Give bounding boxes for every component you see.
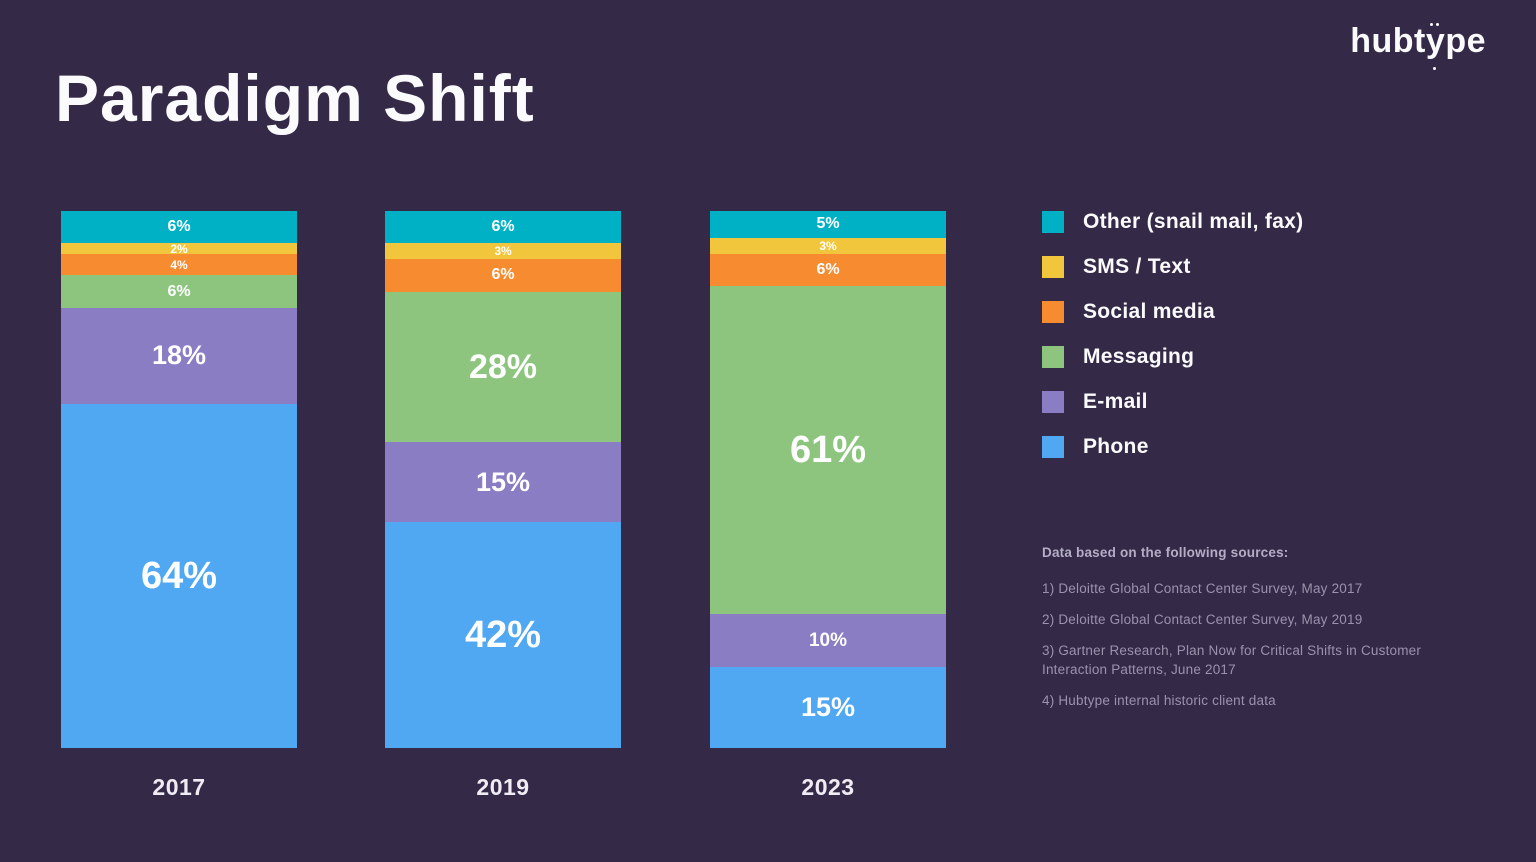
legend-item-phone: Phone: [1042, 435, 1303, 459]
x-axis-label-2019: 2019: [476, 774, 530, 800]
sources-block: Data based on the following sources: 1) …: [1042, 545, 1442, 723]
legend-label: E-mail: [1083, 390, 1148, 413]
legend-item-other-snail-mail-fax: Other (snail mail, fax): [1042, 210, 1303, 234]
segment-other-snail-mail-fax-2017: 6%: [61, 211, 297, 244]
segment-e-mail-2019: 15%: [385, 441, 621, 523]
legend-label: SMS / Text: [1083, 255, 1191, 278]
legend-swatch: [1042, 346, 1064, 368]
segment-value-label: 18%: [151, 340, 207, 371]
segment-phone-2019: 42%: [385, 522, 621, 748]
sources-list: 1) Deloitte Global Contact Center Survey…: [1042, 580, 1442, 710]
segment-value-label: 3%: [494, 244, 512, 259]
segment-sms-text-2019: 3%: [385, 243, 621, 260]
segment-messaging-2023: 61%: [710, 286, 946, 614]
chart-legend: Other (snail mail, fax) SMS / Text Social …: [1042, 210, 1303, 480]
segment-value-label: 3%: [819, 238, 837, 253]
segment-value-label: 42%: [464, 614, 542, 657]
segment-value-label: 28%: [468, 347, 538, 386]
segment-sms-text-2023: 3%: [710, 237, 946, 254]
bar-2019: 6% 3% 6% 28% 15% 42%: [385, 211, 621, 748]
segment-value-label: 6%: [816, 261, 840, 279]
x-axis-label-2023: 2023: [801, 774, 855, 800]
legend-swatch: [1042, 391, 1064, 413]
legend-item-e-mail: E-mail: [1042, 390, 1303, 414]
sources-heading: Data based on the following sources:: [1042, 545, 1289, 560]
legend-item-social-media: Social media: [1042, 300, 1303, 324]
segment-value-label: 6%: [491, 266, 515, 284]
legend-swatch: [1042, 436, 1064, 458]
segment-social-media-2017: 4%: [61, 253, 297, 276]
segment-phone-2017: 64%: [61, 404, 297, 748]
stacked-bar-chart: 6% 2% 4% 6% 18% 64% 2017 6% 3% 6% 28% 15% 42% 2019 5% 3…: [61, 211, 946, 800]
legend-item-messaging: Messaging: [1042, 345, 1303, 369]
segment-value-label: 6%: [167, 218, 191, 236]
bar-2023: 5% 3% 6% 61% 10% 15%: [710, 211, 946, 748]
legend-swatch: [1042, 301, 1064, 323]
segment-other-snail-mail-fax-2019: 6%: [385, 211, 621, 244]
legend-label: Social media: [1083, 300, 1215, 323]
source-item: 1) Deloitte Global Contact Center Survey…: [1042, 581, 1363, 596]
segment-value-label: 2%: [170, 241, 188, 256]
source-item: 2) Deloitte Global Contact Center Survey…: [1042, 612, 1363, 628]
segment-social-media-2023: 6%: [710, 253, 946, 287]
source-item: 4) Hubtype internal historic client data: [1042, 692, 1276, 708]
segment-value-label: 15%: [800, 692, 856, 723]
segment-value-label: 64%: [140, 555, 218, 598]
source-item: 3) Gartner Research, Plan Now for Critic…: [1042, 643, 1422, 677]
segment-messaging-2019: 28%: [385, 291, 621, 442]
segment-value-label: 6%: [167, 282, 191, 300]
logo-text-part3: pe: [1445, 22, 1486, 60]
segment-value-label: 6%: [491, 218, 515, 236]
x-axis-label-2017: 2017: [152, 774, 206, 800]
logo-dotted-y: y: [1425, 22, 1446, 70]
legend-label: Other (snail mail, fax): [1083, 210, 1304, 233]
segment-e-mail-2023: 10%: [710, 613, 946, 668]
logo-text-part1: hubt: [1350, 22, 1426, 60]
legend-item-sms-text: SMS / Text: [1042, 255, 1303, 279]
segment-phone-2023: 15%: [710, 667, 946, 748]
segment-value-label: 5%: [816, 215, 840, 233]
hubtype-logo: hubtype: [1350, 22, 1486, 70]
segment-social-media-2019: 6%: [385, 259, 621, 292]
bar-2017: 6% 2% 4% 6% 18% 64%: [61, 211, 297, 748]
segment-other-snail-mail-fax-2023: 5%: [710, 211, 946, 238]
segment-messaging-2017: 6%: [61, 275, 297, 308]
segment-sms-text-2017: 2%: [61, 241, 297, 256]
segment-value-label: 10%: [808, 630, 848, 652]
legend-swatch: [1042, 256, 1064, 278]
segment-value-label: 4%: [170, 257, 188, 272]
legend-label: Messaging: [1083, 345, 1195, 368]
legend-swatch: [1042, 211, 1064, 233]
page-title: Paradigm Shift: [55, 61, 535, 135]
legend-label: Phone: [1083, 435, 1149, 458]
segment-value-label: 15%: [475, 466, 531, 497]
segment-e-mail-2017: 18%: [61, 307, 297, 405]
segment-value-label: 61%: [789, 428, 867, 471]
